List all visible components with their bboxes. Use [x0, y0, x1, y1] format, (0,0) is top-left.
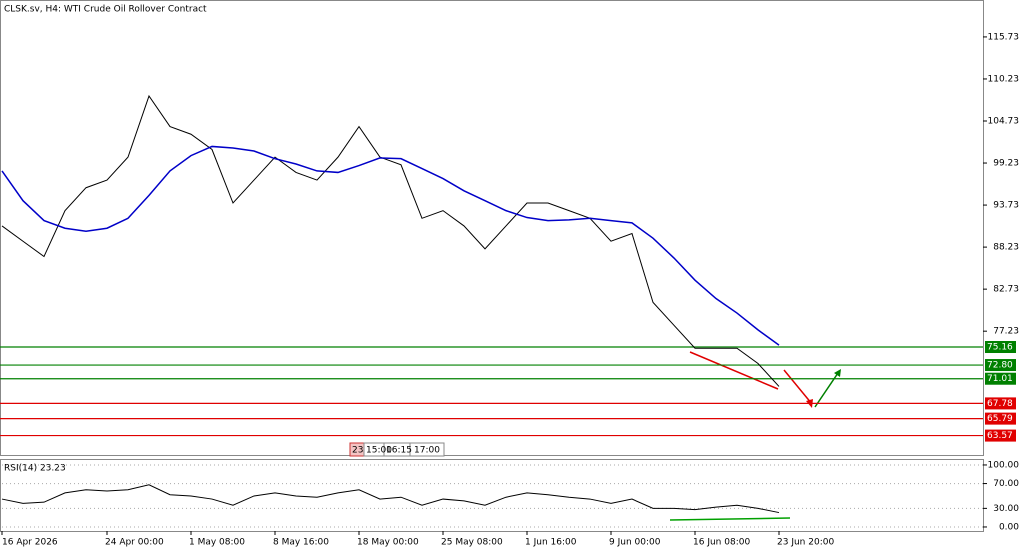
time-label: 15:00 [366, 446, 392, 456]
level-label-box [985, 341, 1016, 354]
y-tick-label: 99.23 [993, 159, 1019, 169]
rsi-panel [0, 459, 984, 532]
level-label: 67.78 [987, 399, 1013, 409]
time-boxes: 23 15:00 16:15 17:00 [349, 442, 445, 457]
x-tick-label: 9 Jun 00:00 [609, 538, 661, 548]
y-tick-label: 70.00 [993, 479, 1019, 489]
y-tick-label: 77.23 [993, 327, 1019, 337]
y-tick-label: 110.23 [988, 74, 1020, 84]
time-label: 23 [352, 446, 363, 456]
chart-header: CLSK.sv, H4: WTI Crude Oil Rollover Cont… [4, 5, 207, 15]
x-tick-label: 25 May 08:00 [441, 538, 503, 548]
y-tick-label: 82.73 [993, 285, 1019, 295]
time-label: 16:15 [386, 446, 412, 456]
trend-line [689, 351, 779, 390]
series-line [1, 145, 780, 346]
y-tick-label: 30.00 [993, 504, 1019, 514]
x-tick-label: 1 May 08:00 [189, 538, 245, 548]
arrow-down [783, 369, 813, 405]
level-label: 65.79 [987, 414, 1013, 424]
x-tick-label: 8 May 16:00 [273, 538, 329, 548]
level-label: 71.01 [987, 374, 1013, 384]
level-label: 75.16 [987, 343, 1013, 353]
y-tick-label: 100.00 [988, 460, 1020, 470]
x-tick-label: 23 Jun 20:00 [777, 538, 834, 548]
level-label-box [985, 372, 1016, 385]
level-label: 72.80 [987, 361, 1013, 371]
x-tick-label: 18 May 00:00 [357, 538, 419, 548]
level-label-box [985, 397, 1016, 410]
y-tick-label: 104.73 [988, 116, 1020, 126]
time-box [409, 442, 445, 457]
x-tick-label: 24 Apr 00:00 [105, 538, 164, 548]
series-line [1, 484, 780, 514]
time-label: 17:00 [414, 446, 440, 456]
y-tick-label: 88.23 [993, 243, 1019, 253]
arrow-up [814, 372, 839, 408]
x-tick-label: 16 Jun 08:00 [693, 538, 750, 548]
panel-title: RSI(14) 23.23 [4, 464, 66, 474]
x-tick-label: 1 Jun 16:00 [525, 538, 577, 548]
divergence-line [669, 517, 791, 521]
level-label-box [985, 429, 1016, 442]
y-tick-label: 0.00 [999, 522, 1019, 532]
level-label-box [985, 412, 1016, 425]
level-label-box [985, 359, 1016, 372]
y-tick-label: 115.73 [988, 32, 1020, 42]
arrow-head [834, 369, 841, 377]
x-tick-label: 16 Apr 2026 [2, 538, 58, 548]
price-panel [0, 0, 984, 456]
series-line [1, 94, 780, 387]
level-label: 63.57 [987, 431, 1013, 441]
y-tick-label: 93.73 [993, 201, 1019, 211]
